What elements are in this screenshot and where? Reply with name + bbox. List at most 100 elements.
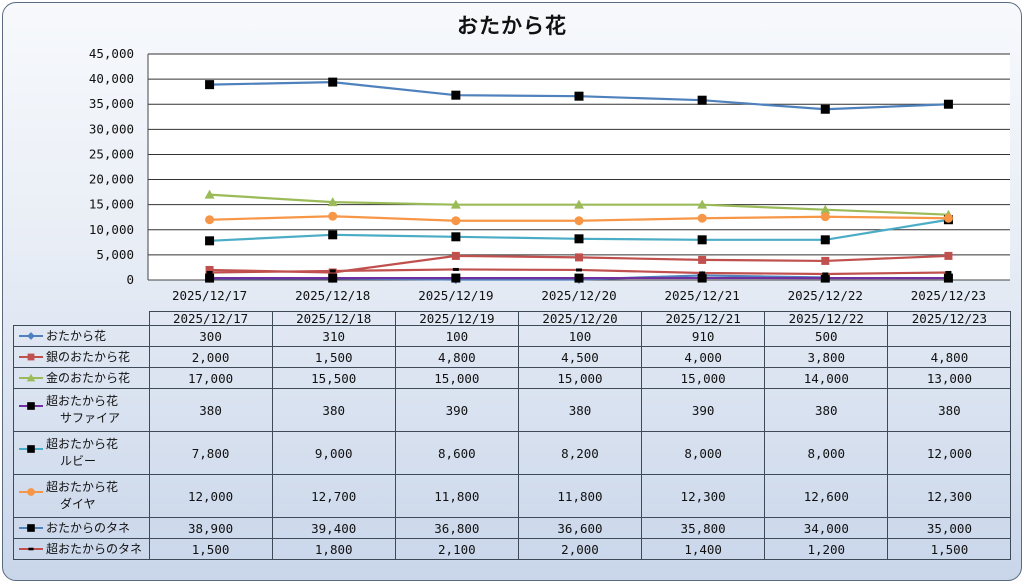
square-marker [205, 265, 214, 274]
series-name-line1: おたからのタネ [46, 520, 131, 535]
series-name-line1: 超おたから花 [46, 437, 119, 451]
series-legend-label: 超おたから花ダイヤ [13, 474, 150, 518]
line-chart: 0 5,000 10,000 15,000 20,000 25,000 30,000 35,0… [89, 46, 1010, 303]
y-tick-label: 0 [126, 272, 134, 287]
series-name-line2: ルビー [60, 454, 97, 468]
table-date-header: 2025/12/20 [517, 311, 643, 326]
series-name-line1: 超おたから花 [46, 480, 119, 494]
table-date-header: 2025/12/19 [394, 311, 519, 326]
table-cell: 4,500 [517, 346, 643, 368]
black-square-marker [27, 524, 35, 532]
circle-marker [574, 216, 584, 226]
table-cell: 300 [148, 325, 273, 347]
black-square-marker [205, 273, 215, 283]
square-marker [27, 353, 35, 361]
series-legend-label: 超おたからのタネ [13, 538, 150, 560]
square-marker [698, 255, 707, 264]
table-cell: 35,800 [641, 517, 766, 539]
x-tick-label: 2025/12/18 [295, 288, 370, 303]
square-marker [451, 251, 460, 260]
table-cell: 38,900 [148, 517, 273, 539]
circle-marker [27, 488, 35, 496]
table-cell: 1,500 [148, 538, 273, 560]
legend-key-icon [19, 353, 43, 361]
table-cell: 15,000 [394, 367, 519, 389]
table-cell: 2,000 [517, 538, 643, 560]
table-row: 銀のおたから花 2,000 1,500 4,800 4,500 4,000 3,800 4,8… [13, 346, 1012, 368]
grid-lines [147, 53, 1010, 281]
table-cell: 390 [394, 388, 519, 432]
series-7 [206, 267, 952, 276]
table-date-header: 2025/12/21 [641, 311, 766, 326]
table-cell: 7,800 [148, 431, 273, 475]
square-marker [821, 256, 830, 265]
table-cell: 380 [887, 388, 1012, 432]
triangle-marker [697, 199, 708, 209]
black-square-marker [820, 235, 830, 245]
table-date-header: 2025/12/17 [148, 311, 273, 326]
series-name-line2: サファイア [60, 411, 121, 425]
table-cell: 12,000 [148, 474, 273, 518]
table-cell: 39,400 [271, 517, 396, 539]
dash-marker [329, 269, 336, 273]
black-square-marker [205, 80, 215, 90]
table-cell: 34,000 [764, 517, 889, 539]
black-square-marker [574, 273, 584, 283]
data-table: 2025/12/17 2025/12/18 2025/12/19 2025/12/20… [13, 311, 1012, 560]
table-cell: 1,400 [641, 538, 766, 560]
series-5 [205, 211, 953, 226]
table-cell: 36,800 [394, 517, 519, 539]
y-tick-label: 5,000 [96, 247, 134, 262]
black-square-marker [328, 273, 338, 283]
table-cell: 15,500 [271, 367, 396, 389]
table-cell: 12,700 [271, 474, 396, 518]
table-cell: 15,000 [517, 367, 643, 389]
chart-title: おたから花 [457, 14, 567, 38]
table-cell: 9,000 [271, 431, 396, 475]
table-cell: 2,100 [394, 538, 519, 560]
black-square-marker [943, 273, 953, 283]
black-square-marker [27, 445, 35, 453]
series-legend-label: おたからのタネ [13, 517, 150, 539]
series-name-line2: ダイヤ [60, 497, 96, 511]
black-square-marker [697, 235, 707, 245]
table-cell: 35,000 [887, 517, 1012, 539]
circle-marker [328, 211, 338, 221]
black-square-marker [451, 273, 461, 283]
diamond-marker [27, 332, 35, 340]
table-cell: 15,000 [641, 367, 766, 389]
x-tick-label: 2025/12/20 [541, 288, 616, 303]
table-cell: 12,300 [641, 474, 766, 518]
table-row: 超おたからのタネ 1,500 1,800 2,100 2,000 1,400 1,200 1,… [13, 538, 1012, 560]
y-axis-ticks: 0 5,000 10,000 15,000 20,000 25,000 30,000 35,0… [89, 46, 134, 287]
series-name-line1: おたから花 [46, 328, 107, 343]
table-cell: 17,000 [148, 367, 273, 389]
table-cell: 4,800 [887, 346, 1012, 368]
legend-key-icon [19, 445, 43, 453]
table-cell: 1,500 [887, 538, 1012, 560]
table-cell: 11,800 [394, 474, 519, 518]
series-name-line1: 金のおたから花 [46, 370, 131, 385]
table-cell: 13,000 [887, 367, 1012, 389]
table-cell: 380 [148, 388, 273, 432]
table-cell: 14,000 [764, 367, 889, 389]
table-cell: 310 [271, 325, 396, 347]
table-corner [13, 311, 150, 326]
table-cell: 380 [764, 388, 889, 432]
black-square-marker [820, 273, 830, 283]
table-cell: 1,500 [271, 346, 396, 368]
black-square-marker [451, 90, 461, 100]
series-layer [204, 77, 954, 284]
table-cell: 4,000 [641, 346, 766, 368]
black-square-marker [697, 95, 707, 105]
circle-marker [820, 212, 830, 222]
table-cell: 2,000 [148, 346, 273, 368]
table-cell: 8,600 [394, 431, 519, 475]
table-cell: 100 [517, 325, 643, 347]
plot-area [148, 54, 1010, 280]
dash-marker [576, 268, 582, 272]
table-cell: 390 [641, 388, 766, 432]
triangle-marker [574, 199, 584, 209]
black-square-marker [328, 77, 338, 87]
y-tick-label: 30,000 [89, 121, 134, 136]
